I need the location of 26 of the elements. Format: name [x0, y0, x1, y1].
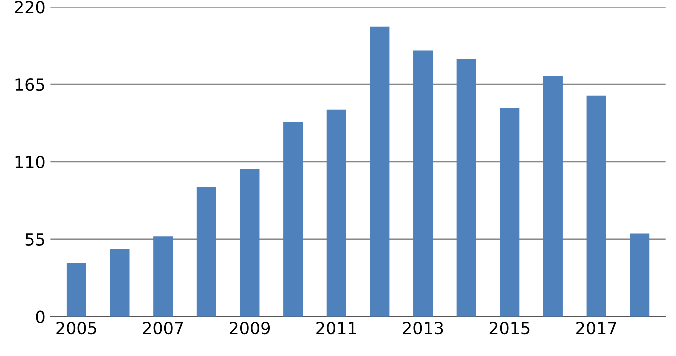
bar — [543, 76, 563, 317]
y-tick-label: 165 — [16, 78, 44, 92]
bar — [586, 96, 606, 317]
bar — [500, 108, 520, 317]
y-tick-label: 220 — [15, 1, 45, 14]
x-tick-label: 2017 — [576, 322, 616, 335]
bar — [456, 59, 476, 317]
bar — [630, 234, 650, 317]
bar — [240, 169, 260, 317]
y-tick-label: 110 — [16, 156, 45, 169]
x-tick-label: 2011 — [316, 322, 356, 335]
y-tick-label: 55 — [26, 234, 44, 246]
x-tick-label: 2013 — [403, 322, 444, 335]
x-tick-label: 2015 — [490, 322, 530, 335]
y-tick-label: 0 — [36, 310, 45, 324]
bar — [284, 122, 304, 317]
bar — [196, 187, 216, 317]
x-tick-label: 2007 — [143, 322, 184, 335]
bar — [66, 263, 86, 317]
bar — [110, 249, 130, 317]
bar — [326, 110, 346, 317]
bar — [154, 236, 174, 317]
bar — [370, 26, 390, 317]
bar — [414, 50, 434, 317]
x-tick-label: 2005 — [56, 322, 96, 335]
x-tick-label: 2009 — [230, 322, 270, 335]
